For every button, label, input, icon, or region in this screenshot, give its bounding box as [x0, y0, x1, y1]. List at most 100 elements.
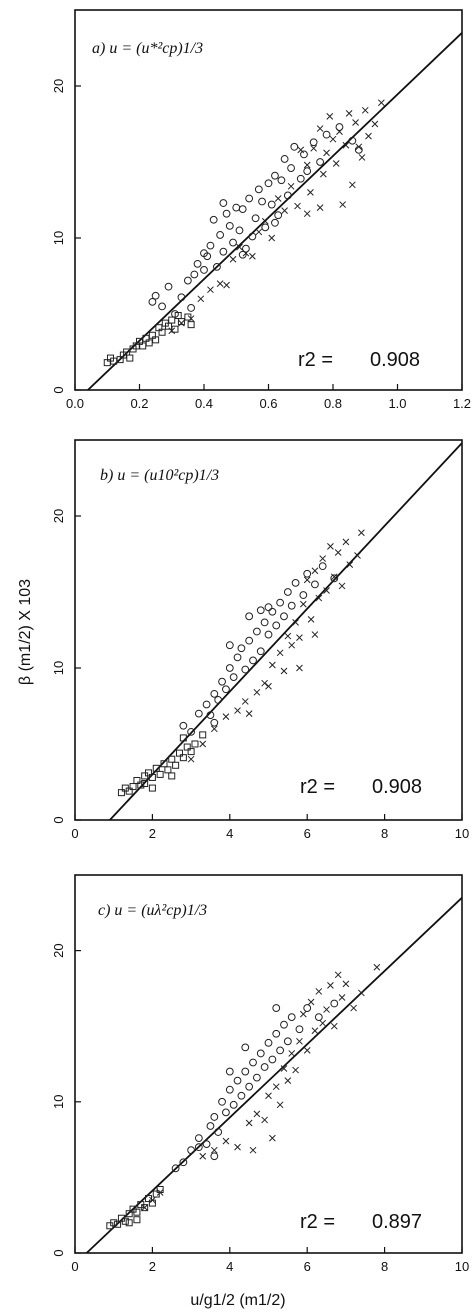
panel-c-x-marker: [323, 1006, 330, 1013]
panel-a-square-marker: [177, 318, 185, 326]
panel-b-circle-marker: [291, 578, 300, 587]
panel-a-x-marker: [255, 228, 263, 236]
panel-a-x-marker: [303, 161, 311, 169]
panel-b-x-marker: [276, 649, 284, 657]
panel-c-x-marker: [319, 1019, 327, 1027]
panel-c: c) u = (uλ²cp)1/3 0 2 4 6 8 10 0 10 20 r2 = 0.89…: [51, 874, 469, 1274]
panel-b-circle-marker: [287, 601, 296, 610]
panel-a-circle-marker: [296, 174, 305, 183]
panel-c-circle-marker: [295, 1025, 304, 1034]
panel-c-square-marker: [133, 1216, 141, 1224]
panel-b-circle-marker: [233, 653, 242, 662]
panel-c-y-tick-label: 10: [51, 1095, 66, 1109]
panel-b-square-marker: [125, 787, 133, 795]
panel-a-square-marker: [158, 328, 166, 336]
panel-b-circle-marker: [245, 636, 254, 645]
panel-b-circle-marker: [210, 718, 219, 727]
panel-c-r2-label: r2 =: [300, 1211, 335, 1233]
panel-b-fit-line: [109, 442, 463, 821]
panel-b-x-marker: [253, 688, 261, 696]
panel-b-circle-marker: [264, 603, 273, 612]
panel-c-x-marker: [330, 1022, 338, 1030]
panel-b-circle-marker: [268, 607, 277, 616]
panel-a-square-marker: [152, 336, 160, 344]
panel-c-title: c) u = (uλ²cp)1/3: [98, 902, 207, 919]
panel-c-x-marker: [342, 980, 350, 988]
panel-b-circle-marker: [260, 618, 269, 627]
panel-b-circle-marker: [252, 627, 261, 636]
panel-b-circle-marker: [214, 696, 223, 704]
panel-a-circle-marker: [258, 197, 266, 206]
panel-c-x-marker: [222, 1137, 230, 1145]
panel-c-square-marker: [148, 1199, 156, 1207]
panel-a-circle-marker: [261, 223, 270, 232]
panel-a-circle-marker: [213, 262, 221, 271]
panel-a-x-marker: [249, 252, 256, 260]
panel-c-circle-marker: [283, 1037, 292, 1046]
panel-b-circle-marker: [210, 689, 219, 698]
panel-a-x-marker: [365, 132, 372, 140]
panel-b-x-marker: [315, 594, 323, 602]
panel-c-circle-marker: [287, 1013, 296, 1022]
panel-a-circle-marker: [183, 276, 192, 285]
panel-b-x-marker: [284, 632, 292, 640]
panel-a-circle-marker: [238, 250, 247, 259]
panel-c-circle-marker: [210, 1152, 219, 1161]
panel-b-circle-marker: [202, 700, 211, 709]
panel-a-x-marker: [236, 243, 243, 251]
panel-a-x-marker: [281, 207, 288, 214]
panel-c-x-marker: [334, 971, 342, 979]
panel-b-x-tick-label: 4: [226, 826, 233, 841]
panel-c-x-tick-label: 8: [381, 1259, 388, 1274]
panel-c-x-marker: [149, 1196, 156, 1204]
panel-b-x-marker: [296, 664, 303, 672]
panel-b-x-marker: [307, 616, 315, 623]
panel-b-circle-marker: [237, 644, 246, 653]
panel-a-circle-marker: [187, 304, 196, 312]
panel-c-circle-marker: [303, 1004, 312, 1012]
panel-c-y-tick-label: 0: [51, 1249, 66, 1256]
panel-b-x-marker: [330, 573, 338, 581]
panel-a: a) u = (u*²cp)1/3 0.0 0.2 0.4 0.6 0.8 1.0 1.20…: [51, 9, 471, 411]
panel-a-circle-marker: [271, 218, 279, 227]
panel-a-circle-marker: [274, 211, 283, 220]
panel-b-x-tick-label: 8: [381, 826, 388, 841]
panel-a-x-marker: [274, 195, 282, 202]
panel-a-x-marker: [378, 99, 385, 107]
panel-b-y-tick-label: 0: [51, 816, 66, 823]
panel-a-x-marker: [297, 146, 305, 154]
panel-a-circle-marker: [200, 266, 208, 274]
panel-a-x-tick-label: 1.2: [453, 396, 471, 411]
panel-a-square-marker: [171, 325, 179, 333]
panel-b-square-marker: [168, 772, 176, 780]
panel-a-circle-marker: [171, 310, 179, 318]
panel-b-circle-marker: [194, 709, 203, 718]
panel-a-x-marker: [358, 154, 366, 161]
panel-c-circle-marker: [252, 1073, 261, 1082]
panel-c-x-marker: [234, 1143, 241, 1151]
panel-a-x-marker: [187, 315, 195, 322]
panel-b-x-marker: [199, 740, 207, 748]
panel-b: b) u = (u10²cp)1/3 0 2 4 6 8 10 0 10 20 r2 = 0.9…: [51, 439, 469, 841]
panel-a-x-marker: [178, 319, 185, 327]
panel-a-y-tick-label: 0: [51, 386, 66, 393]
panel-a-x-marker: [216, 280, 224, 287]
panel-c-circle-marker: [194, 1134, 203, 1142]
panel-a-circle-marker: [235, 226, 244, 235]
panel-c-square-marker: [110, 1219, 118, 1227]
panel-b-square-marker: [160, 760, 168, 768]
panel-a-circle-marker: [316, 158, 325, 166]
panel-b-square-marker: [191, 740, 199, 748]
panel-a-circle-marker: [290, 142, 299, 151]
panel-c-x-marker: [210, 1146, 218, 1154]
panel-b-square-marker: [145, 769, 153, 777]
panel-b-circle-marker: [276, 598, 285, 607]
panel-a-x-marker: [294, 202, 301, 210]
panel-b-circle-marker: [218, 677, 226, 686]
panel-b-x-marker: [261, 679, 268, 687]
panel-c-circle-marker: [187, 1146, 196, 1155]
panel-b-square-marker: [148, 784, 156, 792]
panel-b-circle-marker: [179, 721, 188, 730]
panel-b-square-marker: [133, 776, 141, 784]
panel-b-circle-marker: [187, 727, 196, 736]
